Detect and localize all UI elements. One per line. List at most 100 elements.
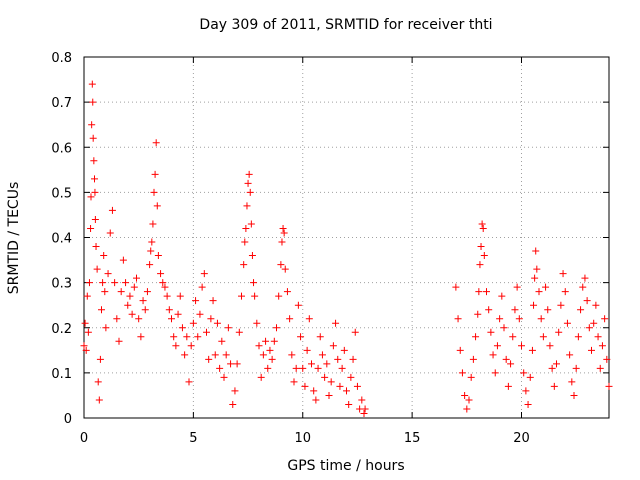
data-point (476, 261, 484, 269)
data-point (349, 355, 357, 363)
data-point (555, 328, 563, 336)
data-point (124, 301, 132, 309)
data-point (605, 382, 613, 390)
data-point (270, 337, 278, 345)
data-point (507, 360, 515, 368)
data-point (305, 315, 313, 323)
data-point (262, 337, 270, 345)
data-point (153, 202, 161, 210)
data-point (526, 373, 534, 381)
data-point (233, 360, 241, 368)
data-point (194, 333, 202, 341)
data-point (231, 387, 239, 395)
data-point (491, 369, 499, 377)
data-point (185, 378, 193, 386)
data-point (323, 360, 331, 368)
data-point (312, 396, 320, 404)
data-point (147, 247, 155, 255)
data-point (353, 382, 361, 390)
data-point (244, 179, 252, 187)
data-point (361, 405, 369, 413)
data-point (281, 265, 289, 273)
data-point (511, 306, 519, 314)
data-point (85, 279, 93, 287)
chart-title: Day 309 of 2011, SRMTID for receiver tht… (199, 17, 492, 33)
data-point (91, 215, 99, 223)
y-tick-label: 0.1 (51, 367, 72, 382)
data-point (168, 315, 175, 323)
data-point (487, 328, 495, 336)
data-point (87, 224, 95, 232)
data-point (308, 360, 315, 368)
data-point (360, 409, 368, 417)
data-point (343, 387, 350, 395)
data-point (94, 378, 102, 386)
data-point (241, 238, 249, 246)
data-point (148, 238, 156, 246)
data-point (200, 270, 208, 278)
data-point (568, 378, 576, 386)
data-point (456, 346, 464, 354)
data-point (100, 252, 108, 260)
x-tick-label: 20 (513, 431, 530, 446)
data-point (130, 283, 138, 291)
grid (84, 57, 609, 418)
data-point (325, 391, 333, 399)
x-axis-label: GPS time / hours (287, 458, 404, 474)
data-point (603, 355, 611, 363)
data-point (163, 292, 171, 300)
data-point (96, 355, 104, 363)
data-point (579, 283, 587, 291)
data-point (211, 351, 219, 359)
data-point (596, 364, 604, 372)
data-point (347, 373, 355, 381)
data-point (250, 279, 258, 287)
data-point (102, 324, 110, 332)
data-point (165, 306, 173, 314)
data-point (478, 220, 486, 228)
data-point (513, 283, 521, 291)
data-point (581, 274, 589, 282)
data-point (598, 342, 606, 350)
data-point (539, 333, 547, 341)
data-point (243, 202, 251, 210)
data-point (246, 188, 254, 196)
data-point (563, 319, 571, 327)
data-point (159, 279, 167, 287)
data-point (224, 324, 232, 332)
data-point (205, 355, 213, 363)
data-point (213, 319, 221, 327)
data-point (154, 252, 162, 260)
data-point (524, 400, 532, 408)
data-point (318, 351, 326, 359)
data-point (533, 265, 541, 273)
data-point (454, 315, 462, 323)
data-point (98, 306, 105, 314)
data-point (181, 351, 189, 359)
data-point (135, 315, 143, 323)
data-point (522, 387, 530, 395)
data-point (452, 283, 460, 291)
data-point (122, 279, 130, 287)
data-point (542, 283, 550, 291)
data-point (207, 315, 215, 323)
data-point (91, 188, 99, 196)
data-point (458, 369, 466, 377)
data-point (321, 373, 329, 381)
data-point (498, 292, 506, 300)
data-point (101, 288, 109, 296)
data-point (257, 373, 265, 381)
data-point (340, 346, 348, 354)
data-point (288, 351, 296, 359)
data-point (493, 342, 501, 350)
data-point (91, 175, 98, 183)
data-point (133, 274, 140, 282)
data-point (157, 270, 165, 278)
data-point (137, 333, 145, 341)
data-point (463, 405, 471, 413)
data-point (502, 355, 510, 363)
data-point (99, 279, 107, 287)
data-point (472, 333, 480, 341)
data-point (235, 328, 243, 336)
data-point (518, 342, 525, 350)
